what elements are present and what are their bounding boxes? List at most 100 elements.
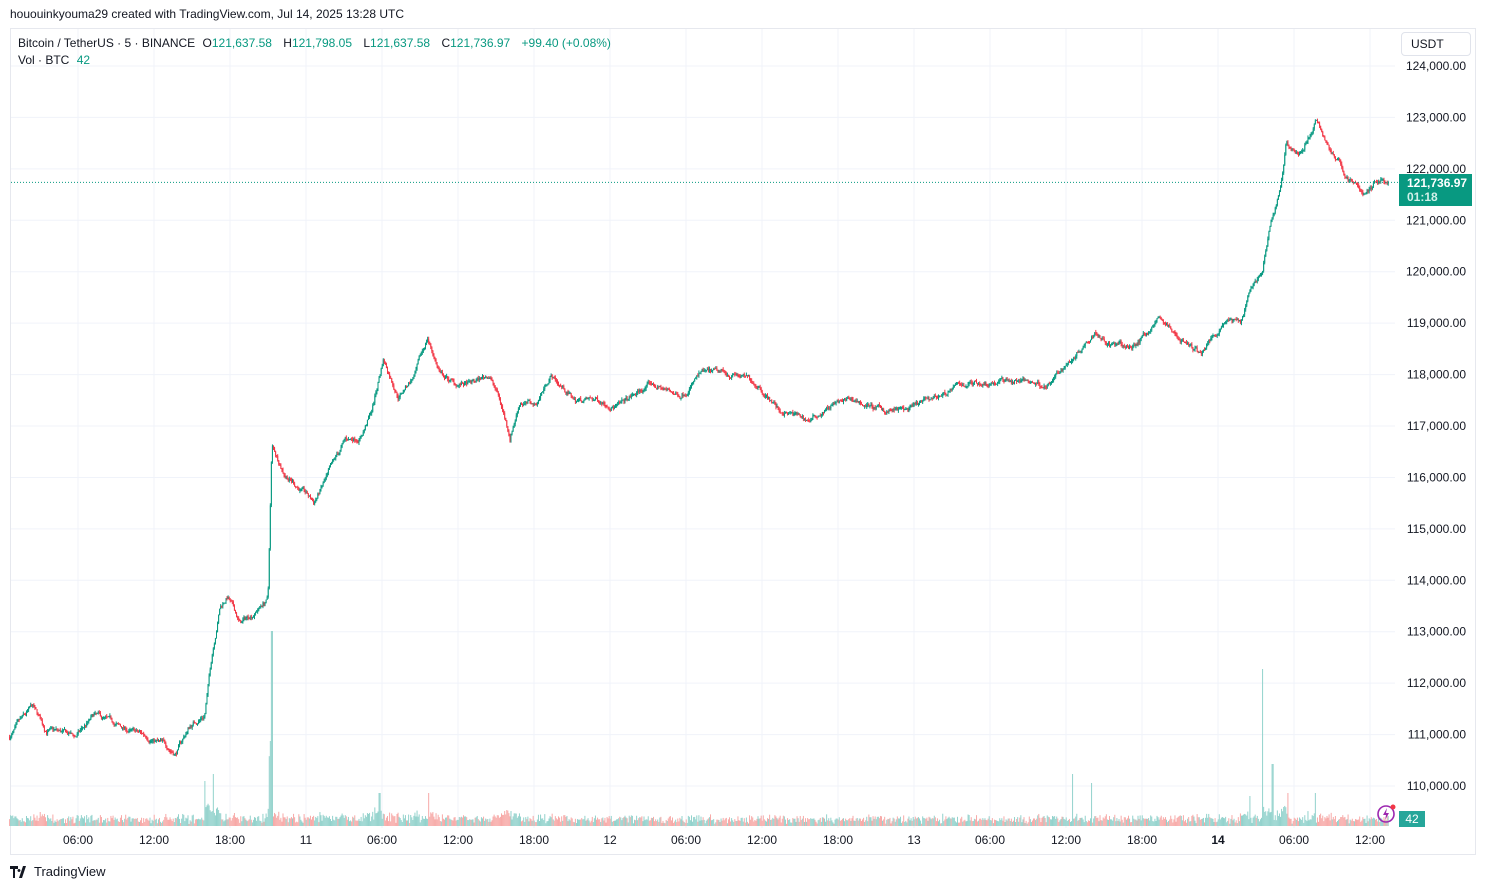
volume-bar [169,817,171,826]
volume-bar [731,818,733,826]
candle-body [163,739,165,741]
volume-bar [309,815,311,826]
volume-bar [560,821,562,826]
candle-body [1375,181,1377,183]
volume-bar [921,823,923,826]
candle-body [350,438,352,440]
candle-body [420,352,422,356]
volume-bar [1164,817,1166,826]
volume-bar [1090,818,1092,826]
candle-body [669,390,671,392]
volume-bar [68,816,70,826]
candle-body [412,378,414,380]
candle-body [224,602,226,604]
volume-bar [489,818,491,826]
volume-bar [417,816,419,826]
volume-bar [116,818,118,826]
candle-body [388,372,390,374]
volume-bar [62,818,64,826]
candle-body [1085,341,1087,343]
volume-bar [805,818,807,826]
candle-body [776,405,778,407]
candle-body [574,398,576,402]
volume-bar [1330,812,1332,826]
volume-bar [757,816,759,826]
candle-body [745,375,747,377]
volume-bar [1294,818,1296,826]
volume-bar [50,818,52,826]
candle-body [764,395,766,397]
candle-body [90,716,92,720]
candle-body [253,613,255,617]
candle-body [653,383,655,385]
volume-bar [813,818,815,826]
lightning-bolt-icon[interactable] [1376,804,1396,824]
volume-bar [760,815,762,826]
volume-bar [985,819,987,826]
change-value: +99.40 (+0.08%) [521,36,611,50]
volume-bar [523,817,525,826]
candle-body [1182,339,1184,342]
volume-bar [412,819,414,826]
volume-bar [1027,822,1029,826]
candle-body [32,704,34,707]
volume-bar [14,816,16,826]
candle-body [207,684,209,695]
candle-body [622,399,624,401]
volume-bar [259,820,261,826]
volume-bar [352,816,354,826]
candle-body [1031,382,1033,384]
candle-body [1007,380,1009,382]
volume-bar [1261,817,1263,826]
candle-body [1370,187,1372,190]
candle-body [722,369,724,371]
volume-bar [1351,818,1353,826]
candle-body [206,694,208,705]
candle-body [324,478,326,482]
candle-body [1079,351,1081,353]
candle-body [875,407,877,409]
volume-bar [809,819,811,826]
chart-pane[interactable] [10,28,1476,855]
volume-bar [1210,818,1212,826]
candle-body [1200,352,1202,354]
volume-bar [650,817,652,826]
volume-bar [345,816,347,826]
candle-body [744,376,746,378]
candle-body [227,597,229,599]
volume-bar [76,815,78,826]
volume-label[interactable]: Vol · BTC [18,53,70,67]
symbol-title[interactable]: Bitcoin / TetherUS · 5 · BINANCE [18,36,196,50]
volume-bar [1235,820,1237,826]
candle-body [1296,152,1298,155]
volume-bar [28,818,30,826]
volume-bar [1356,819,1358,826]
volume-bar [143,818,145,826]
candle-body [825,409,827,411]
volume-bar [63,823,65,826]
volume-bar [358,818,360,826]
volume-bar [263,821,265,826]
candle-body [1236,319,1238,321]
candle-body [1151,327,1153,330]
currency-unit-button[interactable]: USDT [1401,32,1471,56]
candle-body [882,408,884,410]
volume-bar [641,816,643,826]
volume-bar [484,820,486,826]
time-tick-label: 06:00 [1279,833,1309,847]
volume-bar [122,820,124,826]
candle-body [12,731,14,735]
candle-body [1264,256,1266,263]
candle-body [909,407,911,410]
candle-body [452,379,454,381]
volume-bar [831,820,833,826]
candle-body [1334,157,1336,160]
volume-bar [582,819,584,826]
candle-body [599,402,601,404]
candle-body [878,404,880,406]
volume-bar [320,815,322,826]
candle-body [1161,320,1163,322]
volume-bar [1364,818,1366,826]
tradingview-logo[interactable]: TradingView [10,864,106,879]
